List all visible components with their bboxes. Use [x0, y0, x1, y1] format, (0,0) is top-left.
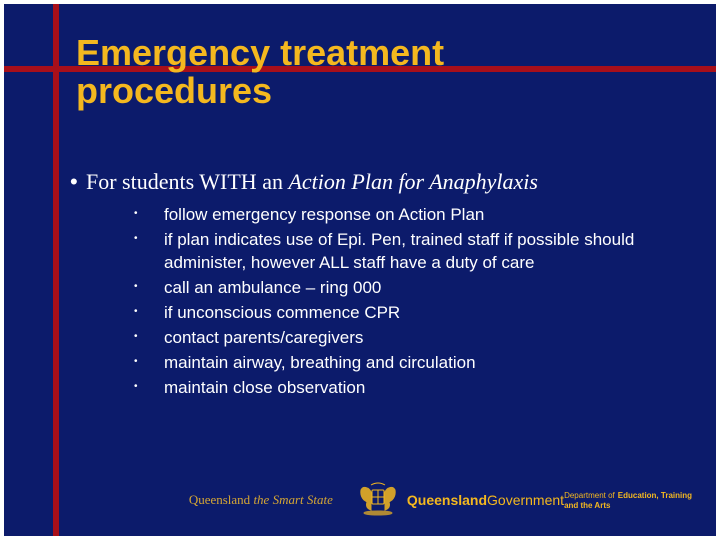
- gov-name: QueenslandGovernment: [407, 492, 564, 508]
- list-item-text: if unconscious commence CPR: [164, 303, 400, 322]
- smart-state-tagline: Queensland the Smart State: [189, 492, 333, 508]
- list-item: follow emergency response on Action Plan: [146, 204, 676, 227]
- gov-queensland: Queensland: [407, 492, 487, 508]
- dept-text: Department of Education, Training and th…: [564, 490, 692, 510]
- smartstate-rest: the Smart State: [250, 492, 333, 507]
- list-item: contact parents/caregivers: [146, 327, 676, 350]
- vertical-accent-line: [53, 4, 59, 536]
- list-item: if plan indicates use of Epi. Pen, train…: [146, 229, 676, 275]
- dept-line-2: and the Arts: [564, 501, 692, 510]
- subhead-prefix: For students WITH an: [86, 169, 288, 194]
- list-item-text: if plan indicates use of Epi. Pen, train…: [164, 230, 634, 272]
- title-line-2: procedures: [76, 70, 272, 111]
- gov-logo-text: QueenslandGovernment: [407, 492, 564, 508]
- list-item-text: call an ambulance – ring 000: [164, 278, 381, 297]
- gov-logo-text-wrap: QueenslandGovernment Department of Educa…: [407, 490, 692, 510]
- list-item: maintain airway, breathing and circulati…: [146, 352, 676, 375]
- slide-title: Emergency treatment procedures: [76, 34, 444, 110]
- slide-footer: Queensland the Smart State: [189, 482, 692, 518]
- list-item-text: maintain airway, breathing and circulati…: [164, 353, 476, 372]
- gov-government: Government: [487, 492, 564, 508]
- subhead-italic: Action Plan for Anaphylaxis: [288, 169, 538, 194]
- slide: Emergency treatment procedures For stude…: [4, 4, 716, 536]
- list-item-text: follow emergency response on Action Plan: [164, 205, 484, 224]
- slide-subheading: For students WITH an Action Plan for Ana…: [86, 170, 538, 194]
- qld-government-logo: QueenslandGovernment Department of Educa…: [357, 482, 692, 518]
- title-line-1: Emergency treatment: [76, 32, 444, 73]
- list-item: call an ambulance – ring 000: [146, 277, 676, 300]
- list-item-text: contact parents/caregivers: [164, 328, 363, 347]
- list-item: if unconscious commence CPR: [146, 302, 676, 325]
- list-item: maintain close observation: [146, 377, 676, 400]
- smartstate-queensland: Queensland: [189, 492, 250, 507]
- list-item-text: maintain close observation: [164, 378, 365, 397]
- coat-of-arms-icon: [357, 482, 399, 518]
- bullet-list: follow emergency response on Action Plan…: [146, 204, 676, 402]
- dept-line-1: Department of Education, Training: [564, 491, 692, 500]
